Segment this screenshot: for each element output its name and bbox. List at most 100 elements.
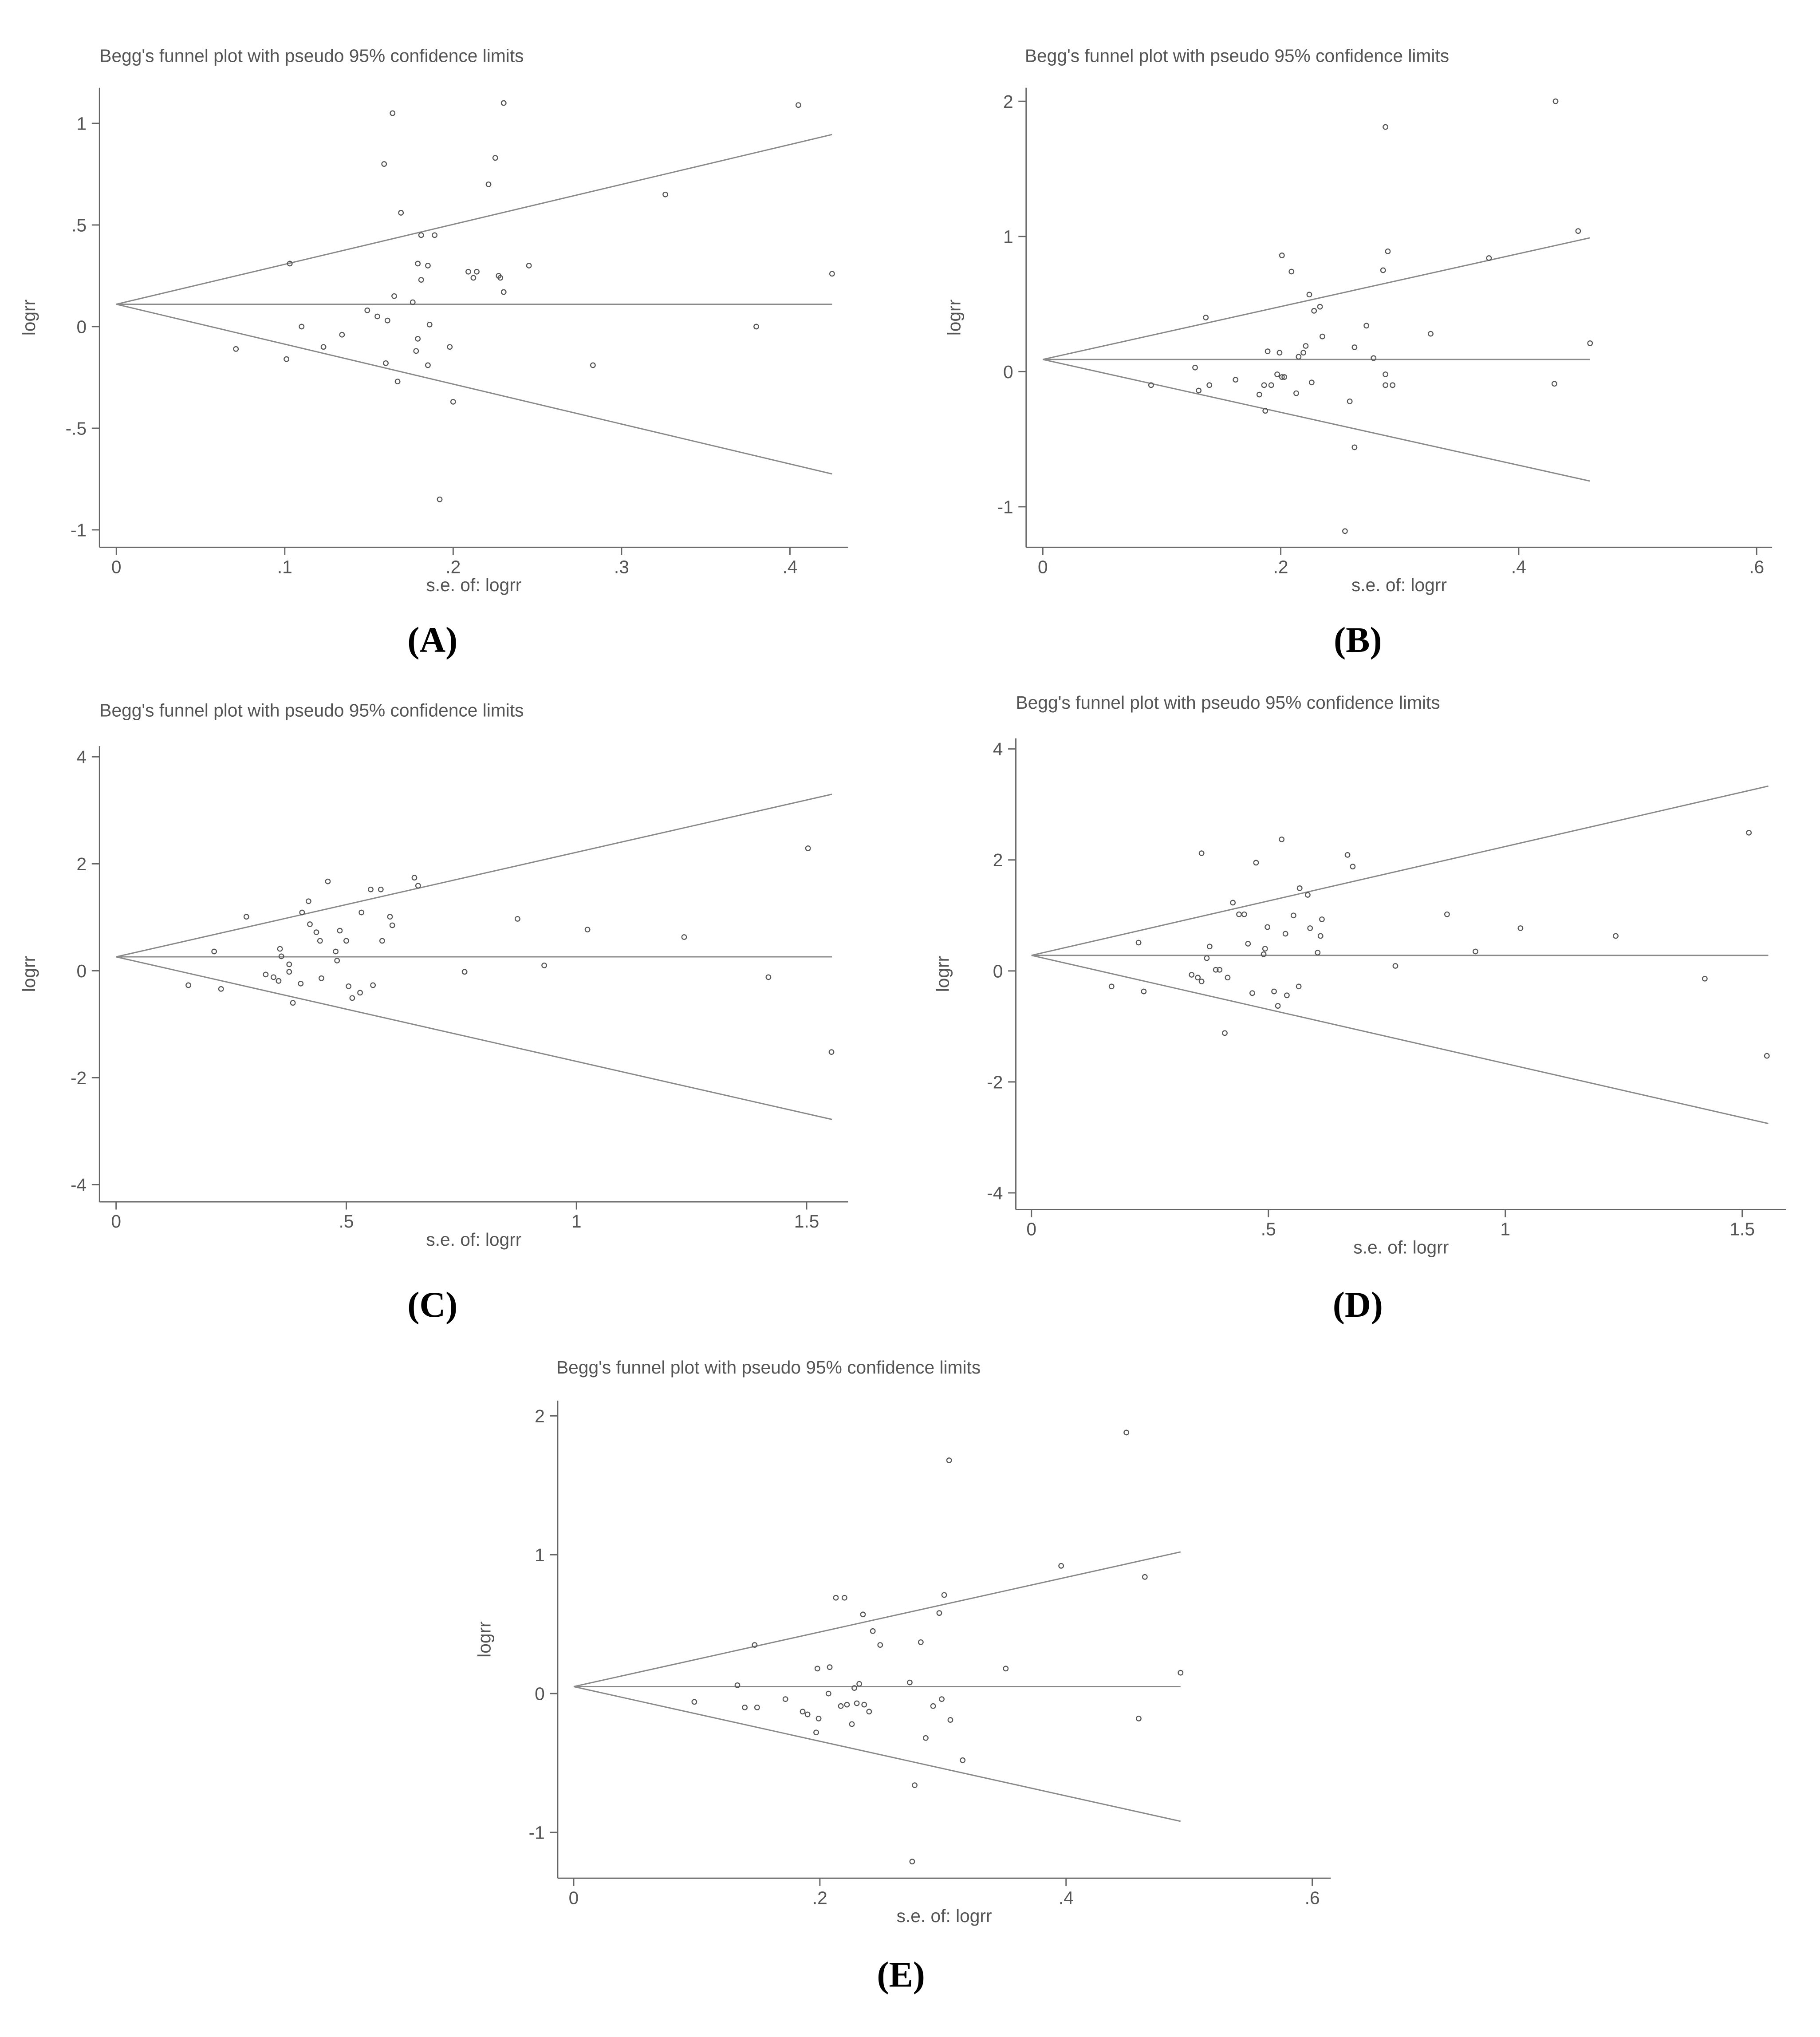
study-point bbox=[500, 289, 507, 295]
study-point bbox=[1225, 975, 1231, 981]
study-point bbox=[681, 934, 687, 940]
study-point bbox=[425, 362, 431, 368]
study-point bbox=[941, 1592, 947, 1598]
study-point bbox=[1206, 943, 1213, 950]
x-tick-label: 1.5 bbox=[1729, 1219, 1755, 1240]
study-point bbox=[813, 1729, 819, 1736]
study-point bbox=[1284, 992, 1290, 999]
study-point bbox=[1383, 371, 1388, 377]
study-point bbox=[1192, 364, 1198, 371]
study-point bbox=[492, 155, 498, 161]
study-point bbox=[325, 878, 331, 884]
y-tick-label: 1 bbox=[77, 113, 87, 134]
study-point bbox=[856, 1681, 863, 1687]
study-point bbox=[526, 263, 532, 268]
study-point bbox=[1148, 382, 1154, 388]
x-axis-label: s.e. of: logrr bbox=[1353, 1237, 1449, 1257]
study-point bbox=[1275, 1003, 1281, 1009]
study-point bbox=[474, 268, 480, 275]
study-point bbox=[752, 1642, 758, 1648]
study-point bbox=[415, 883, 421, 889]
study-point bbox=[334, 958, 340, 963]
study-point bbox=[691, 1699, 697, 1705]
study-point bbox=[1764, 1053, 1770, 1059]
study-point bbox=[1351, 444, 1358, 450]
study-point bbox=[1198, 979, 1205, 984]
study-point bbox=[320, 344, 327, 350]
study-point bbox=[497, 275, 504, 281]
study-point bbox=[1517, 925, 1524, 931]
study-point bbox=[734, 1682, 741, 1688]
study-point bbox=[906, 1679, 913, 1686]
study-point bbox=[383, 360, 389, 366]
study-point bbox=[1233, 377, 1239, 383]
study-point bbox=[1253, 860, 1259, 866]
panel-label: (A) bbox=[407, 620, 457, 660]
study-point bbox=[1320, 333, 1325, 340]
study-point bbox=[211, 948, 217, 955]
study-point bbox=[960, 1757, 966, 1763]
study-point bbox=[841, 1595, 847, 1601]
x-tick-label: 0 bbox=[569, 1887, 579, 1908]
study-point bbox=[1319, 916, 1325, 922]
x-tick-label: 1 bbox=[571, 1211, 582, 1232]
study-point bbox=[1383, 124, 1388, 130]
study-point bbox=[1552, 98, 1559, 104]
study-point bbox=[299, 909, 305, 916]
study-point bbox=[389, 922, 395, 928]
study-point bbox=[1307, 925, 1313, 931]
y-tick-label: -2 bbox=[71, 1068, 87, 1088]
panel-label: (C) bbox=[407, 1284, 457, 1325]
study-point bbox=[796, 102, 801, 108]
study-point bbox=[381, 161, 387, 167]
x-tick-label: 0 bbox=[1038, 557, 1048, 577]
study-point bbox=[828, 1049, 835, 1055]
study-point bbox=[357, 990, 363, 996]
study-point bbox=[450, 399, 456, 405]
study-point bbox=[1281, 374, 1288, 380]
study-point bbox=[1198, 850, 1205, 857]
x-tick-label: .5 bbox=[1261, 1219, 1276, 1240]
y-tick-label: 2 bbox=[993, 850, 1003, 870]
funnel-line bbox=[116, 793, 832, 958]
study-point bbox=[662, 191, 668, 197]
study-point bbox=[515, 916, 520, 922]
study-point bbox=[1317, 304, 1323, 310]
x-tick-label: .4 bbox=[1511, 557, 1526, 577]
study-point bbox=[1383, 382, 1388, 388]
study-point bbox=[1308, 379, 1315, 386]
study-point bbox=[391, 293, 397, 299]
study-point bbox=[418, 277, 424, 283]
study-point bbox=[1256, 391, 1262, 398]
x-tick-label: .2 bbox=[1273, 557, 1288, 577]
x-axis-label: s.e. of: logrr bbox=[426, 1229, 521, 1250]
study-point bbox=[286, 969, 292, 975]
study-point bbox=[410, 299, 416, 305]
study-point bbox=[1575, 228, 1581, 234]
study-point bbox=[923, 1735, 929, 1741]
study-point bbox=[394, 379, 401, 384]
y-tick-label: -1 bbox=[997, 497, 1013, 517]
x-tick-label: .2 bbox=[812, 1887, 827, 1908]
study-point bbox=[742, 1705, 748, 1710]
study-point bbox=[1342, 528, 1348, 534]
study-point bbox=[1271, 988, 1277, 995]
study-point bbox=[815, 1716, 822, 1721]
study-point bbox=[854, 1700, 860, 1706]
study-point bbox=[1108, 983, 1115, 990]
study-point bbox=[343, 938, 349, 944]
study-point bbox=[1311, 308, 1317, 314]
y-axis-label: logrr bbox=[19, 956, 39, 992]
study-point bbox=[804, 1711, 811, 1717]
x-tick-label: .6 bbox=[1749, 557, 1764, 577]
study-point bbox=[1136, 1716, 1142, 1721]
study-point bbox=[243, 914, 249, 920]
study-point bbox=[1265, 924, 1271, 930]
chart-title: Begg's funnel plot with pseudo 95% confi… bbox=[1025, 46, 1449, 66]
study-point bbox=[1262, 946, 1268, 952]
y-tick-label: 0 bbox=[993, 961, 1003, 981]
study-point bbox=[1296, 983, 1302, 990]
study-point bbox=[411, 875, 418, 881]
study-point bbox=[1204, 955, 1210, 961]
funnel-line bbox=[1043, 359, 1591, 482]
